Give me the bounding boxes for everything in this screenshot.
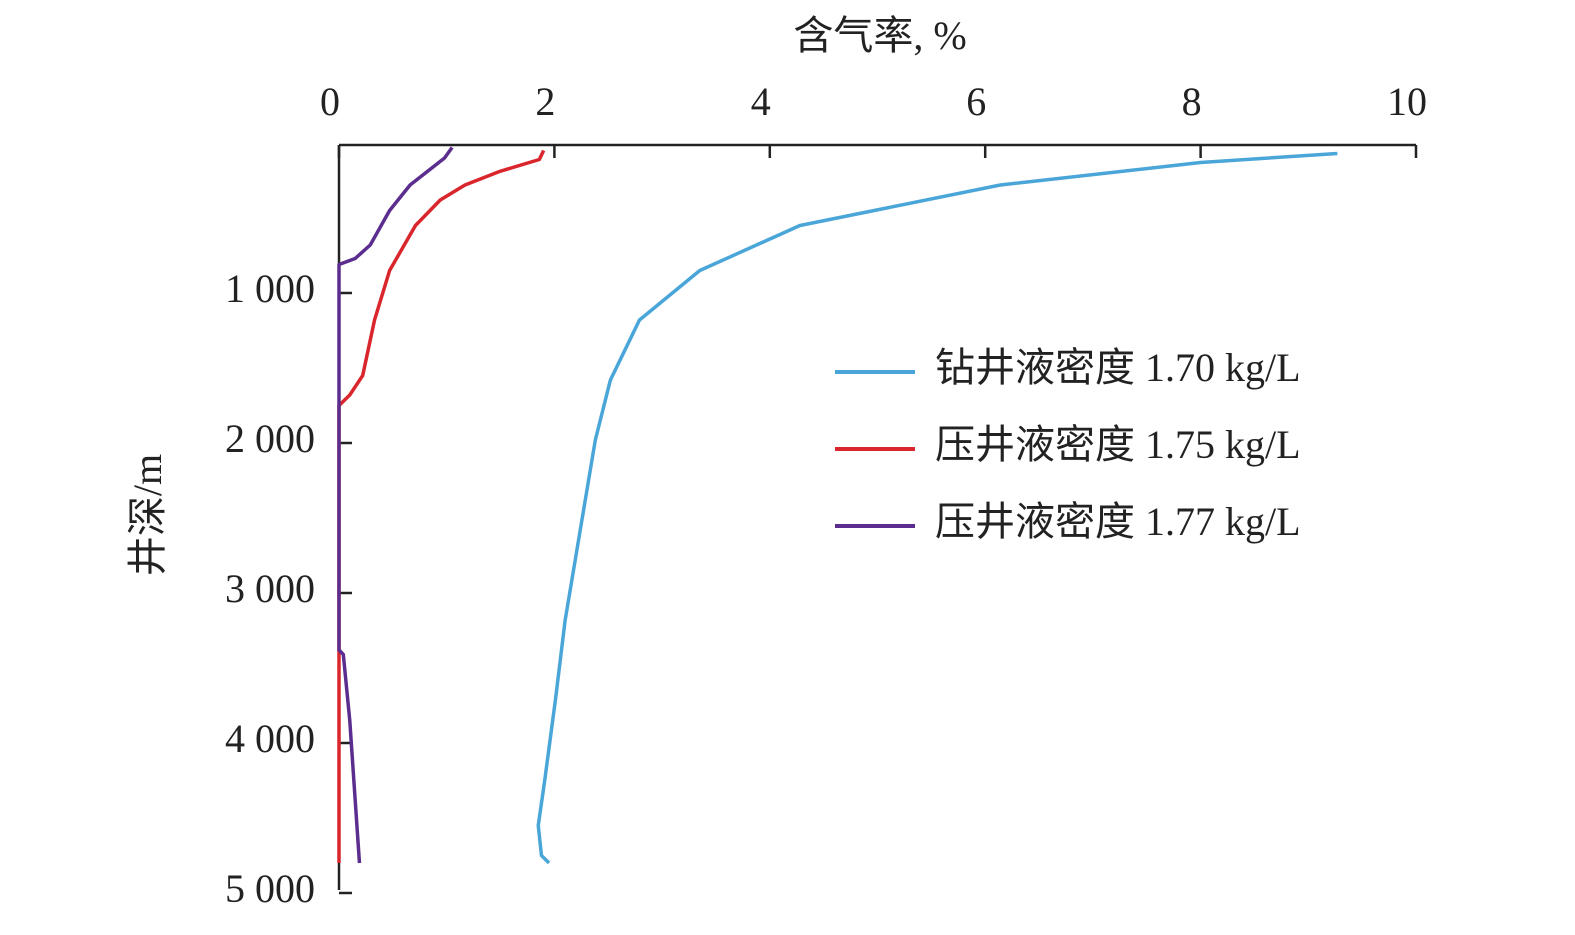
series-line bbox=[337, 149, 546, 863]
x-tick-label: 2 bbox=[535, 79, 555, 124]
legend-label: 压井液密度 1.77 kg/L bbox=[935, 499, 1301, 544]
x-axis-title: 含气率, % bbox=[793, 13, 966, 58]
x-tick-label: 6 bbox=[966, 79, 986, 124]
x-tick-label: 0 bbox=[320, 79, 340, 124]
y-tick-label: 2 000 bbox=[225, 416, 315, 461]
series-line bbox=[536, 151, 1338, 865]
legend-label: 钻井液密度 1.70 kg/L bbox=[935, 345, 1301, 390]
y-tick-label: 3 000 bbox=[225, 566, 315, 611]
series-line bbox=[337, 146, 454, 864]
y-axis-title: 井深/m bbox=[125, 454, 170, 576]
y-tick-label: 4 000 bbox=[225, 716, 315, 761]
legend-label: 压井液密度 1.75 kg/L bbox=[935, 422, 1301, 467]
y-tick-label: 1 000 bbox=[225, 266, 315, 311]
y-tick-label: 5 000 bbox=[225, 866, 315, 911]
x-tick-label: 10 bbox=[1387, 79, 1427, 124]
x-tick-label: 4 bbox=[751, 79, 771, 124]
x-tick-label: 8 bbox=[1182, 79, 1202, 124]
